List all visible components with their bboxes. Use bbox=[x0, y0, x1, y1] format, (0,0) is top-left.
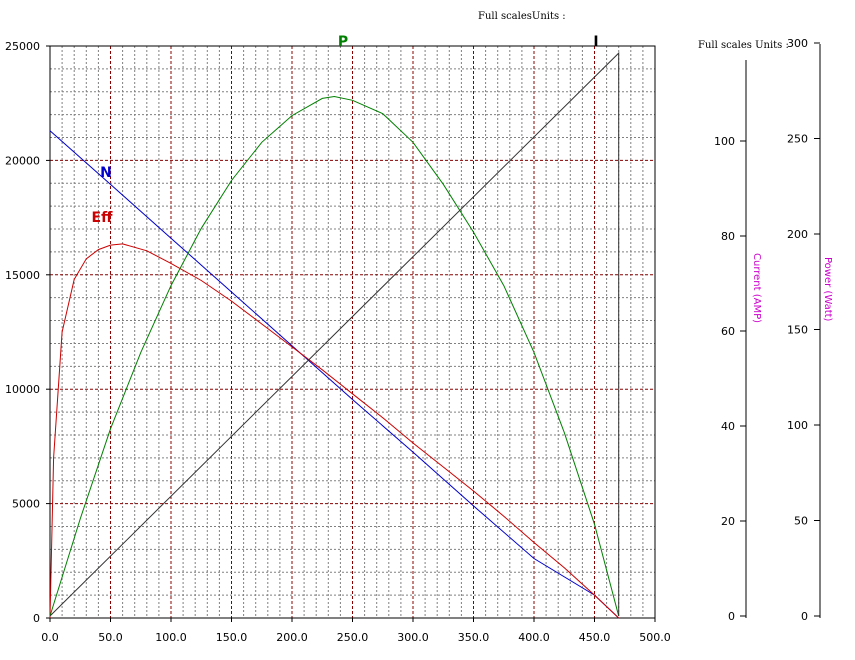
series-label-i: I bbox=[593, 34, 598, 50]
current-axis-ticks: 0 20 40 60 80 100 bbox=[714, 135, 746, 623]
power-axis-label: Power (Watt) bbox=[822, 257, 833, 322]
series-line-n bbox=[49, 130, 620, 619]
current-tick-label: 40 bbox=[721, 420, 735, 433]
x-tick-label: 0.0 bbox=[41, 631, 59, 644]
current-tick-label: 60 bbox=[721, 325, 735, 338]
x-tick-label: 200.0 bbox=[276, 631, 308, 644]
current-tick-label: 100 bbox=[714, 135, 735, 148]
series-label-p: P bbox=[338, 34, 348, 50]
x-tick-label: 500.0 bbox=[639, 631, 671, 644]
x-tick-label: 250.0 bbox=[337, 631, 369, 644]
header-right: Full scales Units : bbox=[698, 40, 789, 51]
power-tick-label: 50 bbox=[794, 515, 808, 528]
current-tick-label: 0 bbox=[728, 610, 735, 623]
y-tick-label: 15000 bbox=[5, 269, 40, 282]
power-tick-label: 250 bbox=[787, 133, 808, 146]
y-axis-left-ticks: 0 5000 10000 15000 20000 25000 bbox=[5, 40, 50, 625]
current-axis: 0 20 40 60 80 100 Current (AMP) bbox=[714, 60, 762, 623]
current-tick-label: 80 bbox=[721, 230, 735, 243]
x-tick-label: 300.0 bbox=[397, 631, 429, 644]
y-tick-label: 25000 bbox=[5, 40, 40, 53]
power-axis: 0 50 100 150 200 250 300 Power (Watt) bbox=[787, 37, 833, 623]
power-tick-label: 150 bbox=[787, 324, 808, 337]
series-line-p bbox=[49, 95, 620, 617]
current-axis-label: Current (AMP) bbox=[751, 253, 762, 323]
power-tick-label: 100 bbox=[787, 419, 808, 432]
grid bbox=[50, 46, 655, 618]
series-label-eff: Eff bbox=[92, 210, 114, 226]
series-labels: N Eff P I bbox=[92, 34, 599, 226]
x-tick-label: 50.0 bbox=[98, 631, 123, 644]
x-tick-label: 150.0 bbox=[216, 631, 248, 644]
series-line-i bbox=[49, 51, 620, 617]
series bbox=[49, 51, 620, 619]
x-tick-label: 350.0 bbox=[458, 631, 490, 644]
x-axis-ticks: 0.0 50.0 100.0 150.0 200.0 250.0 300.0 350.0 400… bbox=[41, 618, 671, 644]
header-left: Full scalesUnits : bbox=[478, 11, 566, 22]
y-tick-label: 10000 bbox=[5, 383, 40, 396]
x-tick-label: 400.0 bbox=[518, 631, 550, 644]
power-axis-ticks: 0 50 100 150 200 250 300 bbox=[787, 37, 820, 623]
series-label-n: N bbox=[100, 165, 112, 181]
y-tick-label: 5000 bbox=[12, 498, 40, 511]
current-tick-label: 20 bbox=[721, 515, 735, 528]
x-tick-label: 100.0 bbox=[155, 631, 187, 644]
power-tick-label: 200 bbox=[787, 228, 808, 241]
y-tick-label: 0 bbox=[33, 612, 40, 625]
y-tick-label: 20000 bbox=[5, 154, 40, 167]
power-tick-label: 300 bbox=[787, 37, 808, 50]
power-tick-label: 0 bbox=[801, 610, 808, 623]
x-tick-label: 450.0 bbox=[579, 631, 611, 644]
series-line-eff bbox=[49, 243, 620, 619]
